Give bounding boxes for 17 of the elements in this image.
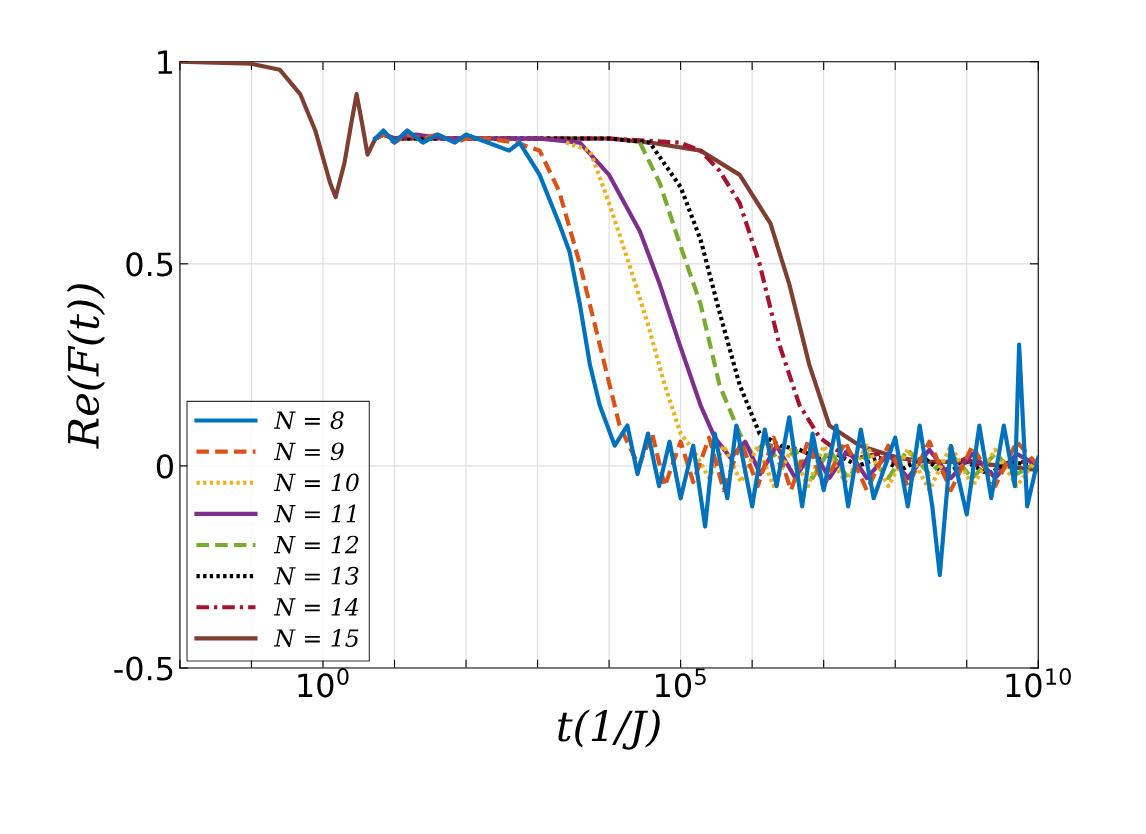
x-tick-label: 10$^{0}$	[298, 668, 349, 698]
legend-label: N = 12	[273, 535, 359, 554]
legend-label: N = 11	[273, 504, 356, 523]
y-tick-label: 0	[156, 454, 173, 479]
legend-label: N = 14	[273, 597, 359, 616]
y-tick-label: -0.5	[114, 656, 173, 681]
y-tick-label: 0.5	[126, 252, 173, 277]
legend-label: N = 15	[273, 629, 359, 647]
legend-label: N = 10	[273, 473, 359, 492]
legend-label: N = 8	[273, 411, 344, 430]
x-tick-label: 10$^{10}$	[1006, 668, 1071, 698]
y-tick-label: 1	[158, 50, 173, 74]
y-axis-title: Re(F(t))	[66, 284, 105, 449]
legend-label: N = 13	[273, 566, 359, 585]
x-axis-title: t(1/J)	[558, 709, 660, 750]
legend-label: N = 9	[273, 442, 344, 461]
x-tick-label: 10$^{5}$	[656, 668, 706, 698]
